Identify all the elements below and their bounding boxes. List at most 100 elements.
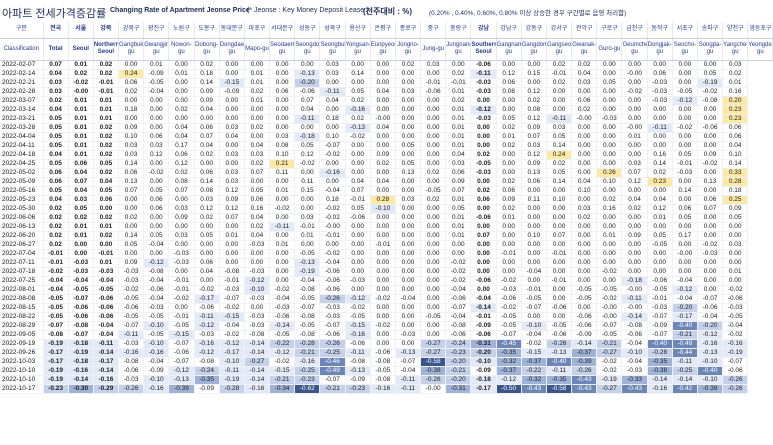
- rate-cell: -0.12: [244, 276, 271, 286]
- rate-cell: 0.00: [546, 285, 573, 295]
- rate-cell: 0.02: [571, 213, 598, 223]
- column-header-en: Mapo-gu: [244, 38, 271, 61]
- rate-cell: 0.04: [370, 87, 396, 97]
- rate-cell: 0.00: [672, 69, 698, 79]
- column-header-ko: 성동구: [294, 22, 321, 39]
- rate-cell: 0.00: [571, 276, 598, 286]
- rate-cell: -0.02: [219, 303, 245, 313]
- rate-cell: -0.06: [445, 294, 472, 304]
- row-date: 2022-06-27: [0, 240, 44, 250]
- rate-cell: 0.09: [118, 258, 145, 268]
- rate-cell: 0.23: [722, 105, 749, 115]
- rate-cell: -0.23: [43, 384, 69, 394]
- rate-cell: 0.04: [244, 231, 271, 241]
- rate-cell: 0.08: [496, 87, 522, 97]
- rate-cell: 0.00: [621, 240, 648, 250]
- rate-cell: 0.09: [168, 213, 195, 223]
- rate-cell: -0.27: [420, 348, 447, 358]
- rate-cell: 0.03: [395, 195, 422, 205]
- rate-cell: 0.00: [118, 249, 145, 259]
- rate-cell: 0.06: [194, 123, 220, 133]
- rate-cell: 0.02: [93, 141, 120, 151]
- rate-cell: 0.05: [43, 132, 69, 142]
- table-row: 2022-03-14 0.04 0.01 0.01 0.18 0.00 0.02 0.04 0.…: [0, 105, 773, 115]
- rate-cell: 0.00: [194, 222, 220, 232]
- rate-cell: -0.08: [445, 321, 472, 331]
- rate-cell: 0.04: [194, 105, 220, 115]
- rate-cell: -0.03: [496, 285, 522, 295]
- rate-cell: 0.00: [420, 267, 447, 277]
- rate-cell: -0.06: [546, 303, 573, 313]
- rate-cell: 0.00: [219, 60, 245, 70]
- rate-cell: -0.21: [269, 375, 296, 385]
- rate-cell: -0.04: [697, 312, 724, 322]
- rate-cell: -0.02: [219, 330, 245, 340]
- rate-cell: 0.07: [68, 177, 94, 187]
- rate-cell: -0.02: [143, 168, 170, 178]
- rate-cell: -0.04: [319, 186, 346, 196]
- rate-cell: 0.00: [395, 240, 422, 250]
- rate-cell: 0.12: [168, 159, 195, 169]
- rate-cell: 0.00: [621, 78, 648, 88]
- column-header-ko: 도봉구: [194, 22, 220, 39]
- rate-cell: -0.11: [546, 114, 573, 124]
- rate-cell: 0.02: [571, 60, 598, 70]
- rate-cell: 0.06: [194, 168, 220, 178]
- rate-cell: -0.07: [168, 339, 195, 349]
- rate-cell: 0.00: [345, 249, 371, 259]
- rate-cell: 0.05: [143, 186, 170, 196]
- rate-cell: -0.26: [420, 375, 447, 385]
- rate-cell: -0.05: [43, 303, 69, 313]
- rate-cell: -0.09: [470, 321, 497, 331]
- rate-cell: -0.01: [345, 195, 371, 205]
- rate-cell: -0.21: [319, 384, 346, 394]
- rate-cell: 0.06: [521, 177, 547, 187]
- column-header-en: Gwanak-gu: [571, 38, 598, 61]
- rate-cell: 0.00: [596, 276, 623, 286]
- rate-cell: 0.02: [93, 231, 120, 241]
- rate-cell: 0.05: [722, 213, 749, 223]
- rate-cell: 0.00: [118, 204, 145, 214]
- rate-cell: -0.03: [118, 375, 145, 385]
- rate-cell: -0.01: [546, 69, 573, 79]
- rate-cell: -0.43: [571, 384, 598, 394]
- rate-cell: 0.03: [168, 231, 195, 241]
- table-row: 2022-05-23 0.04 0.03 0.06 0.00 0.06 0.00 0.03 0.…: [0, 195, 773, 205]
- table-row: 2022-10-10 -0.19 -0.14 -0.16 -0.03 -0.10 -0.13…: [0, 375, 773, 385]
- rate-cell: 0.03: [571, 78, 598, 88]
- rate-cell: 0.00: [521, 276, 547, 286]
- rate-cell: 0.05: [194, 231, 220, 241]
- column-header-en: Seodaemun-gu: [269, 38, 296, 61]
- rate-cell: -0.02: [68, 78, 94, 88]
- rate-cell: 0.09: [722, 204, 749, 214]
- rate-cell: -0.01: [219, 276, 245, 286]
- rate-cell: 0.00: [546, 204, 573, 214]
- rate-cell: -0.12: [194, 348, 220, 358]
- rate-cell: -0.04: [93, 276, 120, 286]
- row-date: 2022-10-10: [0, 375, 44, 385]
- jeonse-table: 구분 전국 서울 강북 강북구 광진구 노원구 도봉구 동대문구 마포구 서대문구 성동구 성북구 용산구…: [0, 22, 773, 394]
- rate-cell: -0.06: [93, 294, 120, 304]
- table-row: 2022-06-06 0.02 0.02 0.02 0.02 0.00 0.09 0.02 0.…: [0, 213, 773, 223]
- rate-cell: 0.00: [546, 258, 573, 268]
- rate-cell: -0.03: [647, 96, 673, 106]
- rate-cell: -0.06: [143, 285, 170, 295]
- rate-cell: -0.05: [68, 285, 94, 295]
- rate-cell: 0.06: [143, 195, 170, 205]
- rate-cell: -0.03: [244, 321, 271, 331]
- rate-cell: -0.22: [269, 339, 296, 349]
- rate-cell: -0.00: [68, 87, 94, 97]
- rate-cell: 0.00: [621, 267, 648, 277]
- rate-cell: 0.04: [43, 150, 69, 160]
- rate-cell: 0.02: [118, 87, 145, 97]
- rate-cell: -0.12: [470, 105, 497, 115]
- rate-cell: 0.03: [621, 159, 648, 169]
- rate-cell: 0.00: [621, 96, 648, 106]
- rate-cell: -0.02: [521, 339, 547, 349]
- rate-cell: -0.32: [521, 375, 547, 385]
- rate-cell: -0.05: [470, 159, 497, 169]
- row-date: 2022-04-04: [0, 132, 44, 142]
- rate-cell: -0.11: [319, 87, 346, 97]
- rate-cell: 0.01: [269, 186, 296, 196]
- rate-cell: 0.00: [546, 87, 573, 97]
